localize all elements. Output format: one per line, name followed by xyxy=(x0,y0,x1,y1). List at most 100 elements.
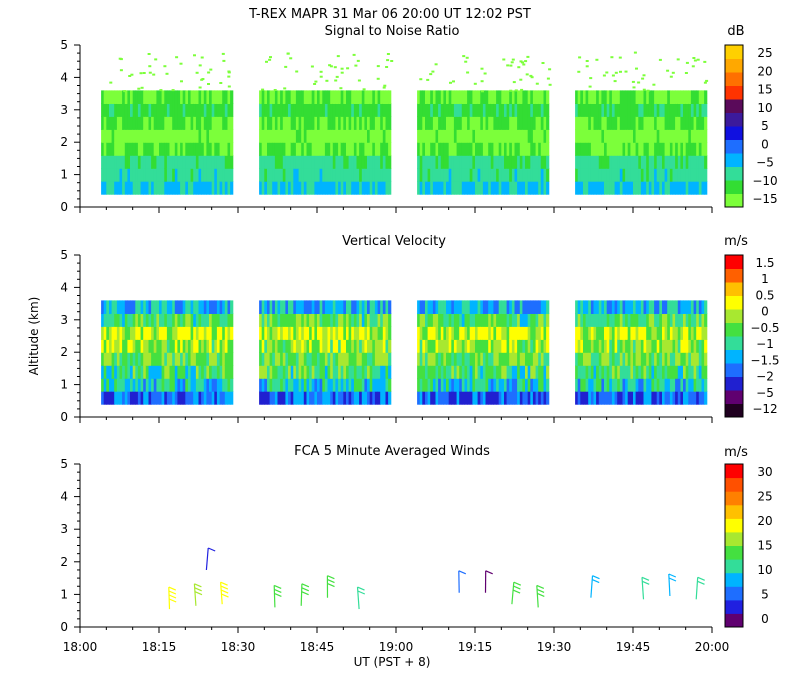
heatmap-cell xyxy=(385,326,389,340)
heatmap-cell xyxy=(627,155,631,169)
heatmap-cell xyxy=(501,378,505,392)
heatmap-cell xyxy=(583,391,587,405)
heatmap-cell xyxy=(382,168,386,182)
wind-barb-flag xyxy=(641,576,650,581)
heatmap-cell xyxy=(132,365,136,379)
heatmap-cell xyxy=(596,313,600,327)
heatmap-speckle xyxy=(319,75,323,78)
heatmap-cell xyxy=(704,155,708,169)
heatmap-cell xyxy=(195,90,200,104)
heatmap-cell xyxy=(459,352,463,366)
heatmap-cell xyxy=(309,103,313,117)
heatmap-cell xyxy=(148,90,152,104)
heatmap-cell xyxy=(261,391,265,405)
heatmap-cell xyxy=(153,142,157,156)
heatmap-cell xyxy=(330,181,334,195)
heatmap-cell xyxy=(696,352,700,366)
heatmap-cell xyxy=(456,352,460,366)
heatmap-speckle xyxy=(462,55,466,58)
heatmap-cell xyxy=(198,90,202,104)
heatmap-cell xyxy=(622,300,626,314)
heatmap-cell xyxy=(264,300,268,314)
heatmap-cell xyxy=(475,300,479,314)
heatmap-cell xyxy=(698,181,702,195)
heatmap-cell xyxy=(530,339,534,353)
heatmap-cell xyxy=(195,181,200,195)
heatmap-cell xyxy=(422,365,426,379)
heatmap-cell xyxy=(643,326,647,340)
heatmap-cell xyxy=(166,129,171,143)
heatmap-cell xyxy=(332,378,336,392)
heatmap-cell xyxy=(432,313,437,327)
heatmap-cell xyxy=(461,155,465,169)
heatmap-cell xyxy=(417,300,421,314)
heatmap-cell xyxy=(514,142,518,156)
heatmap-speckle xyxy=(632,86,636,89)
heatmap-cell xyxy=(259,142,263,156)
heatmap-cell xyxy=(161,142,165,156)
heatmap-cell xyxy=(343,352,347,366)
heatmap-cell xyxy=(303,90,307,104)
heatmap-cell xyxy=(214,365,218,379)
heatmap-cell xyxy=(430,155,434,169)
heatmap-cell xyxy=(469,90,473,104)
wind-barb-flag xyxy=(327,579,335,584)
heatmap-cell xyxy=(577,142,581,156)
heatmap-cell xyxy=(535,391,539,405)
heatmap-cell xyxy=(224,339,228,353)
heatmap-cell xyxy=(469,391,473,405)
heatmap-cell xyxy=(617,142,621,156)
heatmap-cell xyxy=(111,90,115,104)
heatmap-cell xyxy=(606,90,610,104)
heatmap-cell xyxy=(109,129,113,143)
heatmap-cell xyxy=(519,103,523,117)
heatmap-cell xyxy=(640,391,645,405)
heatmap-cell xyxy=(669,116,674,130)
heatmap-cell xyxy=(701,116,705,130)
heatmap-cell xyxy=(701,300,705,314)
heatmap-cell xyxy=(327,168,331,182)
heatmap-cell xyxy=(127,90,131,104)
wind-barb xyxy=(326,575,335,598)
heatmap-cell xyxy=(130,339,134,353)
heatmap-cell xyxy=(372,116,376,130)
heatmap-cell xyxy=(319,339,323,353)
heatmap-cell xyxy=(214,90,218,104)
heatmap-cell xyxy=(493,181,497,195)
heatmap-cell xyxy=(298,300,302,314)
heatmap-cell xyxy=(501,155,505,169)
heatmap-cell xyxy=(277,300,281,314)
heatmap-cell xyxy=(675,352,679,366)
heatmap-cell xyxy=(633,181,637,195)
heatmap-cell xyxy=(506,155,510,169)
heatmap-cell xyxy=(577,313,581,327)
heatmap-cell xyxy=(145,116,149,130)
heatmap-speckle xyxy=(284,65,288,68)
heatmap-speckle xyxy=(340,71,344,74)
heatmap-cell xyxy=(359,365,363,379)
heatmap-cell xyxy=(435,300,439,314)
heatmap-cell xyxy=(662,116,666,130)
heatmap-cell xyxy=(351,168,355,182)
heatmap-cell xyxy=(306,181,310,195)
heatmap-cell xyxy=(611,129,616,143)
heatmap-cell xyxy=(704,181,708,195)
heatmap-cell xyxy=(480,168,484,182)
heatmap-cell xyxy=(340,300,344,314)
heatmap-cell xyxy=(475,103,479,117)
heatmap-cell xyxy=(285,352,289,366)
heatmap-cell xyxy=(575,326,579,340)
heatmap-cell xyxy=(177,90,181,104)
heatmap-speckle xyxy=(521,61,524,64)
heatmap-cell xyxy=(506,142,510,156)
heatmap-cell xyxy=(535,142,539,156)
heatmap-cell xyxy=(546,313,550,327)
heatmap-cell xyxy=(601,300,605,314)
heatmap-cell xyxy=(109,116,113,130)
heatmap-cell xyxy=(459,155,463,169)
heatmap-cell xyxy=(651,168,655,182)
heatmap-cell xyxy=(148,352,152,366)
heatmap-cell xyxy=(633,352,637,366)
heatmap-cell xyxy=(177,339,181,353)
heatmap-cell xyxy=(356,313,360,327)
